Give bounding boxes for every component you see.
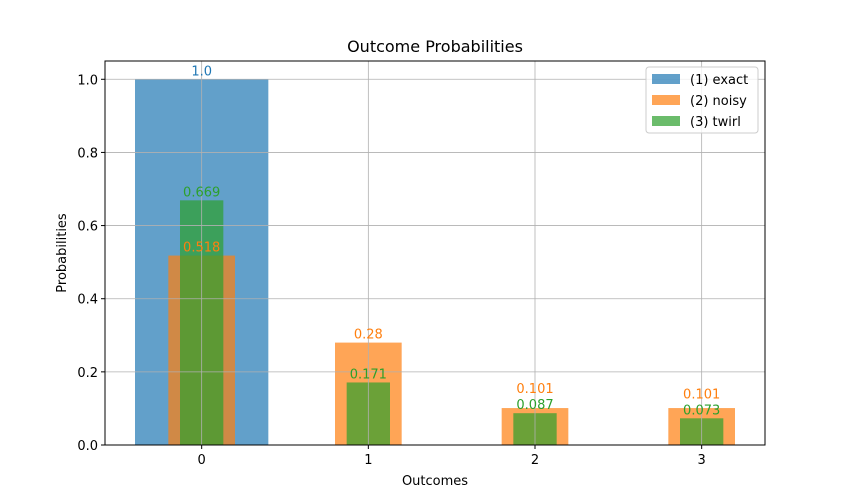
y-tick-label: 0.2 [77,366,98,381]
x-tick-label: 3 [698,453,706,468]
data-label-2-3: 0.073 [683,403,720,418]
legend-label-0: (1) exact [690,73,748,88]
data-label-1-2: 0.101 [516,382,553,397]
x-axis-label: Outcomes [402,474,468,489]
data-label-1-0: 0.518 [183,241,220,256]
y-axis-label: Probabilities [55,213,70,293]
data-label-2-1: 0.171 [350,367,387,382]
y-tick-label: 0.8 [77,146,98,161]
data-label-0-0: 1.0 [191,64,212,79]
data-label-2-2: 0.087 [516,398,553,413]
x-tick-label: 2 [531,453,539,468]
x-tick-label: 1 [364,453,372,468]
legend-label-1: (2) noisy [690,94,747,109]
x-tick-label: 0 [198,453,206,468]
plot-frame [104,60,766,446]
y-tick-label: 0.6 [77,220,98,235]
legend-swatch-0 [652,74,680,84]
y-tick-label: 0.0 [77,439,98,454]
chart-title: Outcome Probabilities [347,37,523,56]
legend-swatch-1 [652,95,680,105]
data-label-1-3: 0.101 [683,387,720,402]
data-label-1-1: 0.28 [354,328,383,343]
legend: (1) exact (2) noisy (3) twirl [645,66,759,134]
y-tick-label: 0.4 [77,293,98,308]
data-label-2-0: 0.669 [183,185,220,200]
y-tick-label: 1.0 [77,73,98,88]
legend-swatch-2 [652,116,680,126]
legend-label-2: (3) twirl [690,115,741,130]
